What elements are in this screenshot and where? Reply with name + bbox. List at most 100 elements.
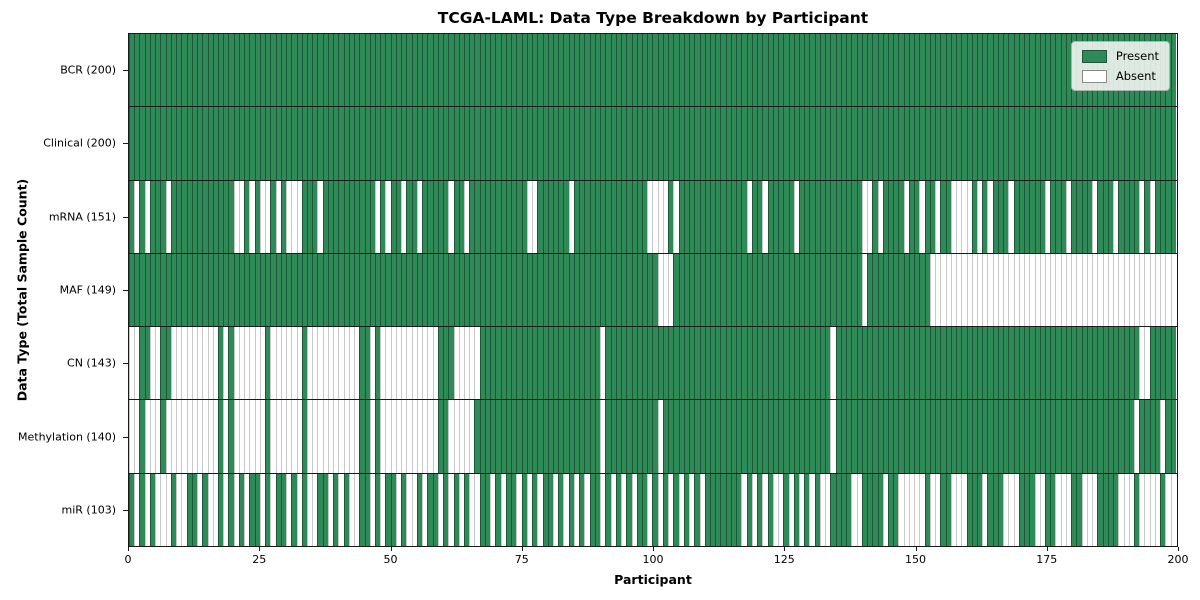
cell-CN-20 [233,327,239,400]
cell-CN-97 [636,327,642,400]
cell-MAF-175 [1045,253,1051,327]
cell-CN-109 [699,327,705,400]
cell-miR-62 [453,473,459,546]
cell-CN-146 [893,327,899,400]
cell-mRNA-182 [1081,180,1087,253]
cell-BCR-66 [474,34,480,107]
cell-mRNA-4 [149,180,156,253]
cell-Methylation-129 [804,400,810,473]
cell-MAF-160 [966,253,972,327]
cell-miR-30 [286,473,292,546]
cell-BCR-128 [799,34,805,107]
cell-Clinical-79 [542,107,548,180]
cell-MAF-6 [160,253,166,327]
y-tick-label-Clinical: Clinical (200) [43,136,116,150]
cell-MAF-137 [846,253,852,327]
cell-MAF-187 [1107,253,1114,327]
cell-BCR-75 [521,34,527,107]
cell-miR-72 [505,473,512,546]
cell-mRNA-181 [1076,180,1082,253]
legend-item-present: Present [1081,49,1159,63]
cell-miR-169 [1013,473,1019,546]
cell-Clinical-2 [139,107,145,180]
cell-BCR-51 [395,34,402,107]
cell-mRNA-64 [464,180,470,253]
cell-Methylation-106 [683,400,690,473]
cell-miR-107 [689,473,695,546]
cell-CN-170 [1018,327,1025,400]
cell-mRNA-189 [1118,180,1124,253]
cell-MAF-0 [129,253,135,327]
cell-Clinical-176 [1050,107,1056,180]
cell-CN-198 [1165,327,1171,400]
cell-MAF-47 [375,253,381,327]
y-tick-mark [123,216,128,218]
cell-BCR-84 [568,34,574,107]
cell-Methylation-3 [144,400,150,473]
cell-MAF-178 [1060,253,1066,327]
cell-MAF-188 [1113,253,1119,327]
cell-miR-189 [1118,473,1124,546]
cell-MAF-16 [212,253,218,327]
cell-MAF-105 [678,253,684,327]
cell-CN-177 [1055,327,1061,400]
cell-Methylation-179 [1065,400,1072,473]
cell-BCR-168 [1008,34,1014,107]
cell-MAF-73 [511,253,517,327]
cell-MAF-25 [259,253,266,327]
cell-Clinical-0 [129,107,135,180]
cell-BCR-44 [359,34,365,107]
cell-MAF-93 [615,253,622,327]
cell-Clinical-111 [710,107,716,180]
cell-miR-125 [783,473,789,546]
cell-mRNA-19 [228,180,234,253]
y-tick-marks [123,33,128,547]
cell-CN-197 [1160,327,1166,400]
cell-CN-60 [443,327,449,400]
cell-Methylation-85 [573,400,580,473]
cell-Clinical-68 [484,107,491,180]
cell-CN-174 [1039,327,1046,400]
cell-BCR-174 [1039,34,1046,107]
cell-MAF-142 [872,253,878,327]
cell-MAF-172 [1029,253,1035,327]
cell-Methylation-176 [1050,400,1056,473]
cell-Clinical-175 [1045,107,1051,180]
cell-miR-136 [840,473,847,546]
cell-miR-41 [343,473,349,546]
cell-mRNA-122 [767,180,773,253]
cell-miR-33 [301,473,307,546]
cell-MAF-82 [558,253,564,327]
cell-Methylation-91 [605,400,611,473]
cell-CN-53 [406,327,412,400]
cell-BCR-32 [296,34,302,107]
cell-miR-10 [181,473,187,546]
cell-miR-19 [228,473,234,546]
cell-Clinical-93 [615,107,622,180]
cell-CN-194 [1144,327,1150,400]
cell-Clinical-174 [1039,107,1046,180]
cell-CN-125 [783,327,789,400]
cell-miR-2 [139,473,145,546]
cell-Methylation-115 [730,400,737,473]
cell-mRNA-95 [626,180,632,253]
cell-BCR-122 [767,34,773,107]
cell-BCR-13 [197,34,203,107]
cell-Clinical-164 [987,107,993,180]
cell-Clinical-92 [610,107,616,180]
cell-MAF-145 [887,253,894,327]
cell-mRNA-175 [1045,180,1051,253]
y-tick-mark [123,510,128,512]
cell-miR-36 [317,473,323,546]
cell-miR-131 [814,473,820,546]
cell-miR-64 [464,473,470,546]
cell-CN-176 [1050,327,1056,400]
cell-BCR-163 [982,34,988,107]
cell-MAF-18 [223,253,229,327]
cell-MAF-45 [364,253,370,327]
cell-BCR-111 [710,34,716,107]
cell-BCR-130 [809,34,815,107]
cell-MAF-9 [176,253,182,327]
cell-CN-13 [197,327,203,400]
cell-CN-57 [427,327,433,400]
